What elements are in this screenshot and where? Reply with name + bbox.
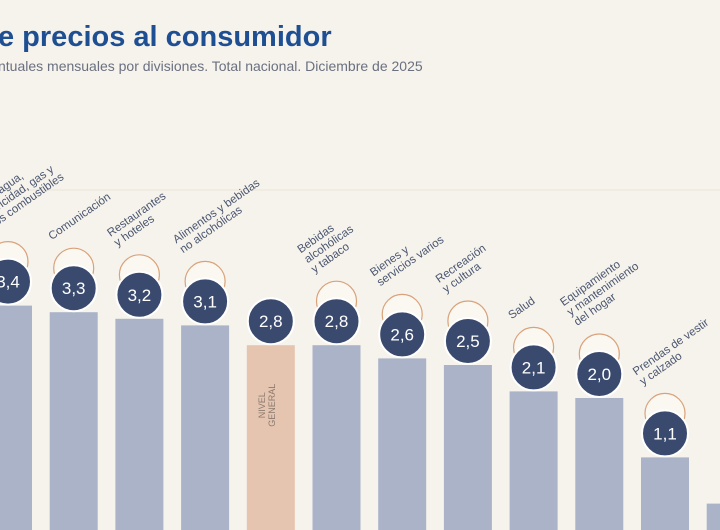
bar bbox=[443, 365, 492, 530]
bar bbox=[246, 345, 295, 530]
value-badge bbox=[0, 257, 32, 306]
value-label: 3,1 bbox=[193, 292, 217, 311]
value-badge bbox=[443, 317, 492, 365]
value-label: 3,3 bbox=[62, 279, 86, 298]
bar bbox=[115, 318, 164, 530]
bar bbox=[49, 312, 98, 530]
value-badge bbox=[575, 350, 624, 398]
value-label: 3,2 bbox=[128, 286, 152, 305]
value-label: 2,8 bbox=[259, 312, 283, 331]
value-label: 2,8 bbox=[325, 312, 349, 331]
bar bbox=[312, 345, 361, 530]
value-label: 2,6 bbox=[390, 325, 414, 344]
value-label: 2,5 bbox=[456, 332, 480, 351]
value-badge bbox=[378, 310, 427, 359]
bar bbox=[509, 391, 558, 530]
value-label: 1,1 bbox=[653, 424, 677, 443]
value-label: 3,4 bbox=[0, 273, 20, 292]
value-badge bbox=[181, 277, 230, 326]
value-badge bbox=[115, 270, 164, 319]
bar bbox=[575, 398, 624, 530]
chart-title: e precios al consumidor bbox=[0, 21, 332, 53]
value-label: 2,0 bbox=[587, 365, 611, 384]
value-badge bbox=[49, 264, 98, 313]
bar bbox=[706, 503, 720, 530]
bar bbox=[0, 305, 32, 530]
value-badge bbox=[641, 409, 689, 458]
value-badge bbox=[246, 297, 295, 346]
value-badge bbox=[509, 343, 558, 392]
value-label: 2,1 bbox=[522, 358, 546, 377]
chart-subtitle: ntuales mensuales por divisiones. Total … bbox=[0, 58, 423, 74]
bar bbox=[181, 325, 230, 530]
value-badge bbox=[312, 297, 361, 346]
bar-inside-label: NIVELGENERAL bbox=[257, 384, 277, 427]
bar bbox=[641, 457, 689, 530]
bar bbox=[378, 358, 427, 530]
